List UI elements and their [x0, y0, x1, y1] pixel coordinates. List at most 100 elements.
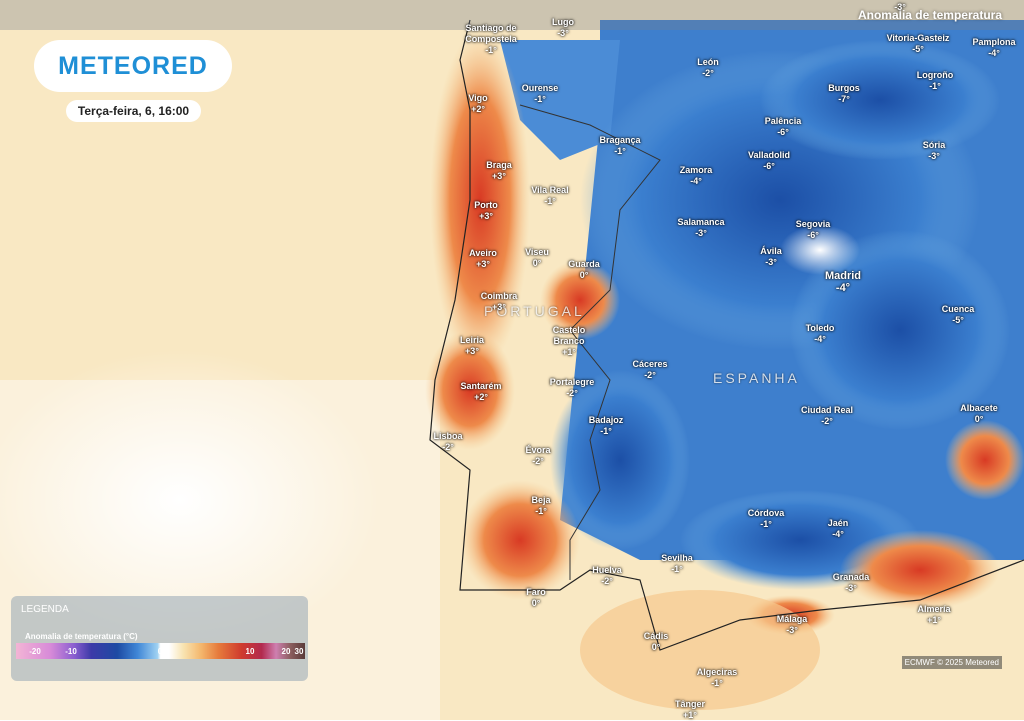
city-value: -5°	[912, 44, 924, 54]
city-name: León	[697, 57, 719, 67]
city-label: Guarda 0°	[568, 259, 600, 281]
city-label: Bragança -1°	[599, 135, 640, 157]
country-label: ESPANHA	[713, 370, 800, 386]
city-name: Segovia	[795, 219, 831, 229]
country-label: PORTUGAL	[484, 303, 585, 319]
city-name: Pamplona	[972, 37, 1016, 47]
city-label: Cuenca -5°	[942, 304, 975, 326]
city-value: -1°	[544, 196, 556, 206]
city-value: +3°	[492, 302, 506, 312]
city-name: Coimbra	[480, 291, 518, 301]
city-value: -1°	[600, 426, 612, 436]
city-name: Ávila	[760, 246, 782, 256]
city-label: Albacete 0°	[960, 403, 998, 425]
scale-label: 10	[245, 647, 255, 656]
city-label: Faro 0°	[526, 587, 546, 609]
city-name: Portalegre	[549, 377, 595, 387]
city-label: Porto +3°	[474, 200, 498, 222]
city-label: Coimbra +3°	[481, 291, 518, 313]
city-name: Zamora	[679, 165, 713, 175]
layer-title[interactable]: Anomalia de temperatura	[857, 8, 1002, 22]
city-name: Cádis	[643, 631, 669, 641]
city-name: Algeciras	[696, 667, 738, 677]
city-label: Jaén -4°	[828, 518, 849, 540]
city-label: Ourense -1°	[522, 83, 559, 105]
city-value: -2°	[821, 416, 833, 426]
city-value: +3°	[465, 346, 479, 356]
city-name: Santiago de Compostela	[465, 23, 517, 44]
city-value: -2°	[644, 370, 656, 380]
city-value: -4°	[814, 334, 826, 344]
city-name: Ourense	[521, 83, 559, 93]
city-value: -3°	[786, 625, 798, 635]
city-name: Ciudad Real	[800, 405, 854, 415]
city-label: Badajoz -1°	[589, 415, 624, 437]
city-value: 0°	[532, 258, 542, 268]
city-name: Beja	[531, 495, 551, 505]
city-value: -1°	[614, 146, 626, 156]
city-value: -7°	[838, 94, 850, 104]
city-value: -6°	[807, 230, 819, 240]
city-value: 0°	[579, 270, 589, 280]
city-name: Lisboa	[433, 431, 463, 441]
city-name: Lugo	[552, 17, 574, 27]
city-label: Beja -1°	[531, 495, 550, 517]
city-name: Albacete	[960, 403, 998, 413]
city-label: Santarém +2°	[460, 381, 501, 403]
city-label: Lisboa -2°	[433, 431, 462, 453]
city-value: -1°	[760, 519, 772, 529]
city-name: Córdova	[747, 508, 785, 518]
city-value: -4°	[690, 176, 702, 186]
city-value: -3°	[557, 28, 569, 38]
city-value: -1°	[671, 564, 683, 574]
city-name: Toledo	[805, 323, 835, 333]
city-label: Algeciras -1°	[697, 667, 738, 689]
top-bar	[0, 0, 1024, 30]
city-value: -6°	[763, 161, 775, 171]
city-value: -3°	[765, 257, 777, 267]
city-value: -3°	[845, 583, 857, 593]
city-label: Toledo -4°	[806, 323, 835, 345]
city-value: 0°	[974, 414, 984, 424]
logo[interactable]: METEORED	[34, 40, 232, 92]
city-value: +1°	[562, 347, 576, 357]
city-value: -4°	[988, 48, 1000, 58]
city-label: Viseu 0°	[525, 247, 549, 269]
city-name: Jaén	[827, 518, 849, 528]
city-label: Segovia -6°	[796, 219, 831, 241]
city-value: +1°	[683, 710, 697, 720]
city-label: Salamanca -3°	[677, 217, 724, 239]
city-label: Madrid -4°	[825, 270, 861, 294]
city-name: Logroño	[916, 70, 954, 80]
city-name: Leiria	[459, 335, 485, 345]
city-label: Évora -2°	[525, 445, 550, 467]
city-value: +3°	[476, 259, 490, 269]
city-name: Huelva	[592, 565, 622, 575]
color-bar	[16, 643, 305, 659]
city-value: -2°	[702, 68, 714, 78]
city-value: +3°	[479, 211, 493, 221]
city-name: Palência	[764, 116, 802, 126]
city-label: -3°	[894, 2, 906, 13]
date-pill[interactable]: Terça-feira, 6, 16:00	[66, 100, 201, 122]
city-value: -3°	[695, 228, 707, 238]
city-label: Logroño -1°	[917, 70, 954, 92]
city-label: Huelva -2°	[592, 565, 622, 587]
city-name: Málaga	[776, 614, 808, 624]
city-label: Castelo Branco +1°	[537, 325, 601, 358]
city-value: -2°	[442, 442, 454, 452]
city-value: +1°	[927, 615, 941, 625]
city-label: Vitoria-Gasteiz -5°	[887, 33, 950, 55]
city-value: -6°	[777, 127, 789, 137]
city-name: Granada	[832, 572, 870, 582]
city-value: -2°	[566, 388, 578, 398]
city-name: Sória	[922, 140, 946, 150]
city-name: Castelo Branco	[552, 325, 586, 346]
city-label: Málaga -3°	[777, 614, 808, 636]
city-name: Vigo	[468, 93, 488, 103]
city-value: -2°	[532, 456, 544, 466]
city-name: Burgos	[828, 83, 860, 93]
city-label: León -2°	[697, 57, 719, 79]
